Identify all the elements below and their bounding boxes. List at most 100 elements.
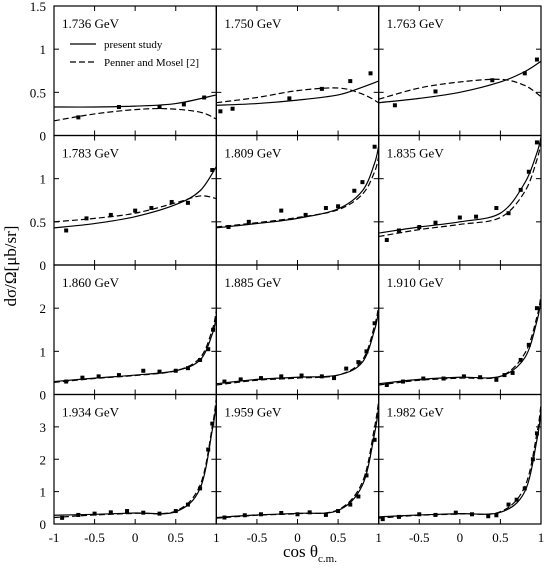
data-point: [372, 437, 377, 442]
data-point: [510, 370, 515, 375]
legend-present-study-label: present study: [104, 39, 163, 51]
y-tick-label: 0.5: [30, 85, 46, 100]
data-point: [279, 208, 284, 213]
panel-3: 1.763 GeV: [378, 5, 542, 137]
series-penner-mosel-line: [216, 156, 379, 228]
data-point: [295, 512, 300, 517]
data-point: [457, 215, 462, 220]
data-point: [506, 211, 511, 216]
data-point: [514, 497, 519, 502]
legend-penner-mosel-label: Penner and Mosel [2]: [104, 57, 199, 69]
data-point: [258, 512, 263, 517]
data-point: [518, 357, 523, 362]
panel-data: [54, 166, 217, 233]
y-tick-label: 0: [40, 388, 47, 403]
panel-energy-label: 1.763 GeV: [387, 16, 445, 31]
data-point: [108, 510, 113, 515]
data-point: [360, 180, 365, 185]
panel-5: 1.809 GeV: [215, 134, 380, 266]
data-point: [336, 509, 341, 514]
data-point: [348, 502, 353, 507]
data-point: [433, 512, 438, 517]
panel-energy-label: 1.982 GeV: [387, 405, 445, 420]
panel-11: 1.959 GeV -0.5 0 0.5 1: [215, 393, 382, 545]
panel-data: [216, 71, 379, 114]
data-point: [384, 383, 389, 388]
x-tick-label: -0.5: [247, 530, 268, 545]
y-tick-label: 0: [40, 517, 47, 532]
panel-energy-label: 1.736 GeV: [62, 16, 120, 31]
panel-energy-label: 1.809 GeV: [224, 146, 282, 161]
panel-energy-label: 1.959 GeV: [224, 405, 282, 420]
data-point: [530, 457, 535, 462]
x-tick-label: 0.5: [168, 530, 184, 545]
data-point: [64, 379, 69, 384]
series-penner-mosel-line: [54, 107, 217, 122]
data-point: [226, 225, 231, 230]
series-present-study-line: [216, 310, 379, 385]
data-point: [534, 57, 539, 62]
series-penner-mosel-line: [54, 195, 217, 223]
data-point: [421, 376, 426, 381]
data-point: [198, 486, 203, 491]
data-point: [185, 200, 190, 205]
data-point: [417, 512, 422, 517]
data-point: [486, 514, 491, 519]
panel-6: 1.835 GeV: [378, 134, 542, 266]
data-point: [364, 473, 369, 478]
data-point: [474, 214, 479, 219]
panel-grid: 1.736 GeV 0 0.5 1 1.5 present study Penner and…: [30, 0, 545, 545]
data-point: [352, 188, 357, 193]
data-point: [198, 357, 203, 362]
data-point: [222, 379, 227, 384]
data-point: [494, 377, 499, 382]
data-point: [303, 212, 308, 217]
data-point: [332, 376, 337, 381]
panel-energy-label: 1.885 GeV: [224, 275, 282, 290]
data-point: [323, 206, 328, 211]
y-tick-label: 1: [40, 172, 47, 187]
data-point: [478, 375, 483, 380]
data-point: [218, 109, 223, 114]
panel-data: [378, 404, 541, 522]
data-point: [76, 512, 81, 517]
series-penner-mosel-line: [378, 295, 541, 386]
data-point: [356, 360, 361, 365]
data-point: [238, 377, 243, 382]
data-point: [364, 349, 369, 354]
data-point: [433, 89, 438, 94]
data-point: [230, 106, 235, 111]
x-tick-label: 0.5: [492, 530, 508, 545]
data-point: [211, 327, 216, 332]
data-point: [534, 140, 539, 145]
data-point: [417, 225, 422, 230]
panel-4: 1.783 GeV 0 0.5 1: [30, 134, 217, 273]
panel-data: [216, 144, 379, 230]
data-point: [149, 206, 154, 211]
x-tick-label: 0.5: [330, 530, 346, 545]
y-tick-label: 0: [40, 129, 47, 144]
x-tick-label: 1: [213, 530, 220, 545]
x-axis-label: cos θc.m.: [283, 542, 337, 565]
data-point: [494, 206, 499, 211]
data-point: [494, 513, 499, 518]
data-point: [157, 369, 162, 374]
series-present-study-line: [378, 60, 541, 104]
panel-12: 1.982 GeV -0.5 0 0.5 1: [378, 393, 544, 545]
data-point: [76, 115, 81, 120]
data-point: [319, 374, 324, 379]
data-point: [181, 102, 186, 107]
series-present-study-line: [378, 299, 541, 385]
data-point: [470, 512, 475, 517]
data-point: [401, 379, 406, 384]
series-penner-mosel-line: [54, 310, 217, 384]
data-point: [299, 373, 304, 378]
data-point: [173, 368, 178, 373]
panel-1: 1.736 GeV 0 0.5 1 1.5 present study Penner and…: [30, 0, 217, 144]
data-point: [157, 105, 162, 110]
data-point: [380, 517, 385, 522]
x-tick-label: -0.5: [84, 530, 105, 545]
data-point: [141, 368, 146, 373]
series-present-study-line: [54, 166, 217, 229]
x-tick-label: 0: [294, 530, 301, 545]
